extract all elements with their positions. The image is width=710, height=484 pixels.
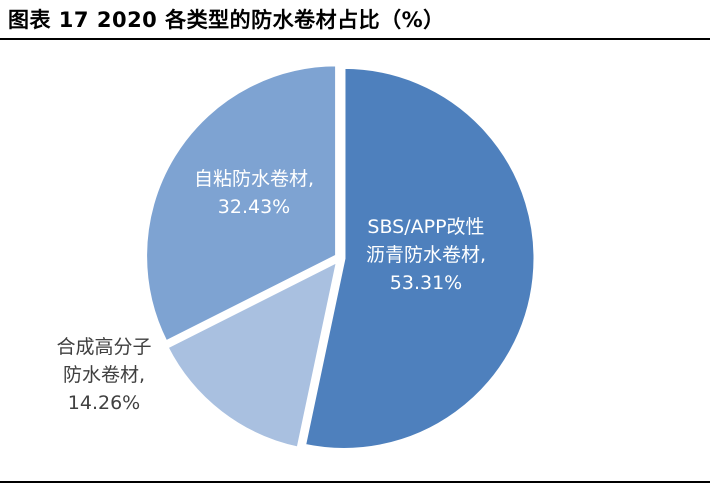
slice-label-1-line-1: 防水卷材, bbox=[63, 364, 145, 386]
slice-label-0: SBS/APP改性沥青防水卷材, 53.31% bbox=[366, 216, 486, 294]
top-rule bbox=[0, 38, 710, 40]
pie-slice-1 bbox=[164, 258, 340, 450]
slice-label-1-line-0: 合成高分子 bbox=[56, 336, 151, 358]
chart-title: 图表 17 2020 各类型的防水卷材占比（%） bbox=[8, 8, 445, 32]
pie-slice-0 bbox=[302, 65, 537, 451]
slice-label-2-line-0: 自粘防水卷材, bbox=[194, 168, 314, 190]
bottom-rule bbox=[0, 481, 710, 483]
slice-label-0-line-0: SBS/APP改性 bbox=[367, 216, 484, 238]
slice-label-1: 合成高分子防水卷材, 14.26% bbox=[56, 336, 151, 414]
slice-label-1-line-2: 14.26% bbox=[68, 392, 140, 414]
slice-label-0-line-1: 沥青防水卷材, bbox=[366, 244, 486, 266]
slice-label-2: 自粘防水卷材, 32.43% bbox=[194, 168, 314, 218]
pie-slice-2 bbox=[144, 63, 339, 344]
slice-label-0-line-2: 53.31% bbox=[390, 272, 462, 294]
slice-label-2-line-1: 32.43% bbox=[218, 196, 290, 218]
